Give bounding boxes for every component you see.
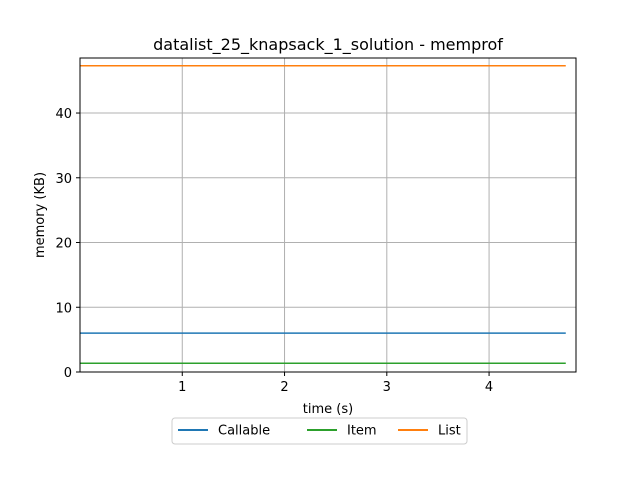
x-axis: 1 2 3 4 (178, 372, 493, 395)
y-tick-label: 0 (64, 366, 72, 381)
chart-title: datalist_25_knapsack_1_solution - mempro… (153, 35, 503, 55)
plot-frame (79, 57, 577, 373)
legend: Callable Item List (171, 417, 468, 445)
x-tick-label: 1 (178, 380, 186, 395)
legend-label-callable: Callable (218, 424, 270, 439)
grid (80, 58, 576, 373)
series-group (80, 65, 566, 365)
y-axis: 0 10 20 30 40 (55, 107, 80, 381)
y-tick-label: 10 (55, 301, 72, 316)
y-tick-label: 20 (55, 237, 72, 252)
x-tick-label: 4 (485, 380, 493, 395)
legend-label-item: Item (347, 424, 377, 439)
y-axis-label: memory (KB) (33, 172, 48, 258)
legend-label-list: List (438, 424, 461, 439)
x-axis-label: time (s) (303, 402, 353, 417)
y-tick-label: 30 (55, 172, 72, 187)
x-tick-label: 3 (383, 380, 391, 395)
x-tick-label: 2 (280, 380, 288, 395)
y-tick-label: 40 (55, 107, 72, 122)
